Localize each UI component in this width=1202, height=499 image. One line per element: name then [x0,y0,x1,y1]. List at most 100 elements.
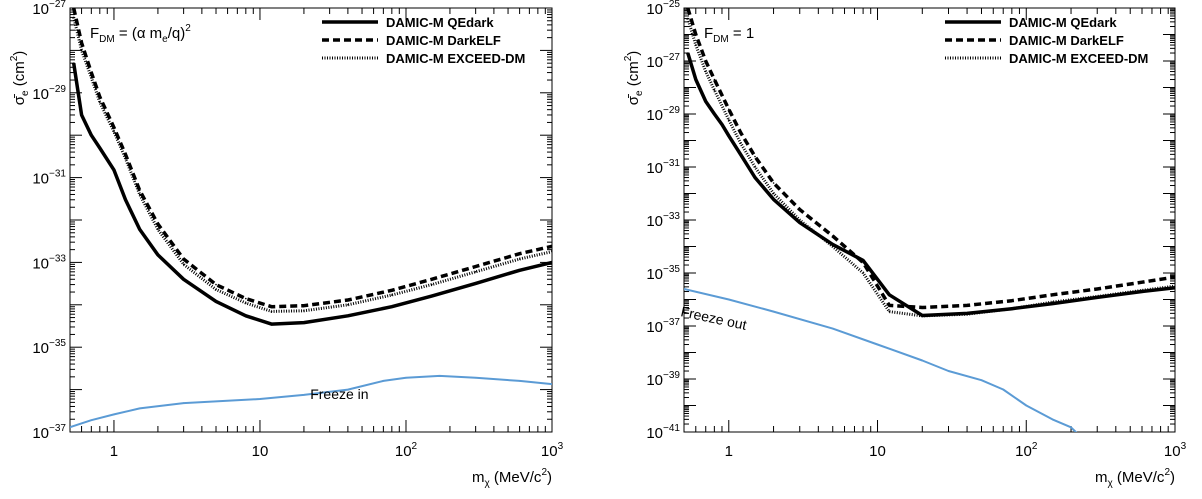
data-point [772,198,775,201]
plot-frame [69,7,553,433]
data-point [182,258,185,260]
data-point [124,199,127,201]
data-point [1025,404,1028,407]
data-point [182,402,185,404]
data-point [721,123,723,126]
x-tick-label: 102 [395,441,418,460]
data-point [72,16,75,19]
data-point [474,282,477,285]
y-tick-label: 10−27 [32,0,66,18]
data-point [113,413,115,416]
data-point [772,192,775,195]
data-point [405,377,407,379]
data-point [739,142,742,144]
data-point [772,310,775,313]
y-tick-label: 10−29 [646,105,680,124]
data-point [831,245,834,248]
data-point [704,100,707,103]
data-point [347,315,349,317]
data-point [245,315,247,317]
data-point [157,223,159,225]
data-point [695,33,697,36]
data-point [474,271,477,273]
data-point [138,228,141,231]
data-point [382,380,385,382]
y-tick-label: 10−41 [646,423,680,442]
data-point [1141,281,1143,284]
data-point [1011,307,1013,310]
data-point [921,315,924,317]
y-tick-label: 10−35 [32,338,66,357]
y-axis-label: σ̄e (cm2) [9,51,31,106]
data-point [72,62,75,64]
y-tick-label: 10−29 [32,84,66,103]
data-point [138,193,141,196]
legend-label: DAMIC-M QEdark [386,15,494,30]
series-annotation: Freeze out [679,303,748,333]
data-point [270,310,273,313]
data-point [303,304,305,307]
data-point [215,288,217,291]
legend-label: DAMIC-M DarkELF [386,33,501,48]
data-point [551,261,552,264]
data-point [518,269,521,272]
data-point [921,306,924,309]
data-point [831,235,834,237]
data-point [430,278,433,281]
data-point [1079,435,1081,437]
data-point [347,304,349,306]
data-point [754,166,756,168]
data-point [1096,295,1098,298]
data-point [303,394,305,396]
legend-label: DAMIC-M QEdark [1009,15,1117,30]
data-point [347,299,349,301]
data-point [754,155,756,158]
data-point [754,176,756,179]
data-point [270,323,273,325]
data-point [1087,458,1089,460]
data-point [687,52,689,54]
series-line-freeze-out [684,288,1078,432]
right-chart-panel: 1 10 102 103 10−41 10−39 10−37 10−35 10−33 10−31 1… [623,0,1187,489]
data-point [704,70,707,73]
data-point [430,283,433,286]
data-point [518,252,521,255]
x-tick-label: 103 [541,441,564,460]
data-point [113,169,115,171]
legend-label: DAMIC-M EXCEED-DM [1009,51,1148,66]
data-point [739,153,742,156]
data-point [80,49,83,52]
y-tick-label: 10−31 [32,169,66,188]
y-tick-label: 10−39 [646,370,680,389]
y-tick-label: 10−25 [646,0,680,18]
data-point [90,419,93,422]
data-point [99,101,101,103]
y-tick-label: 10−33 [32,253,66,272]
data-point [215,283,217,286]
x-axis-label: mχ (MeV/c2) [1095,467,1175,489]
data-point [798,219,801,221]
data-point [862,261,864,264]
data-point [980,379,983,382]
data-point [1051,418,1054,421]
data-point [303,321,305,324]
x-tick-label: 1 [725,443,733,460]
data-point [270,305,273,308]
data-point [157,254,159,256]
data-point [113,131,115,133]
data-point [888,310,891,313]
data-point [713,78,716,81]
x-axis-label: mχ (MeV/c2) [472,467,552,489]
data-point [347,388,349,391]
data-point [687,17,689,20]
data-point [876,343,879,346]
data-point [124,157,127,160]
x-tick-label: 10 [869,443,886,460]
curves [70,8,552,429]
data-point [518,258,521,260]
data-point [687,8,689,9]
form-factor-annotation: FDM = (α me/q)2 [90,23,191,45]
data-point [438,375,441,377]
data-point [80,42,83,44]
